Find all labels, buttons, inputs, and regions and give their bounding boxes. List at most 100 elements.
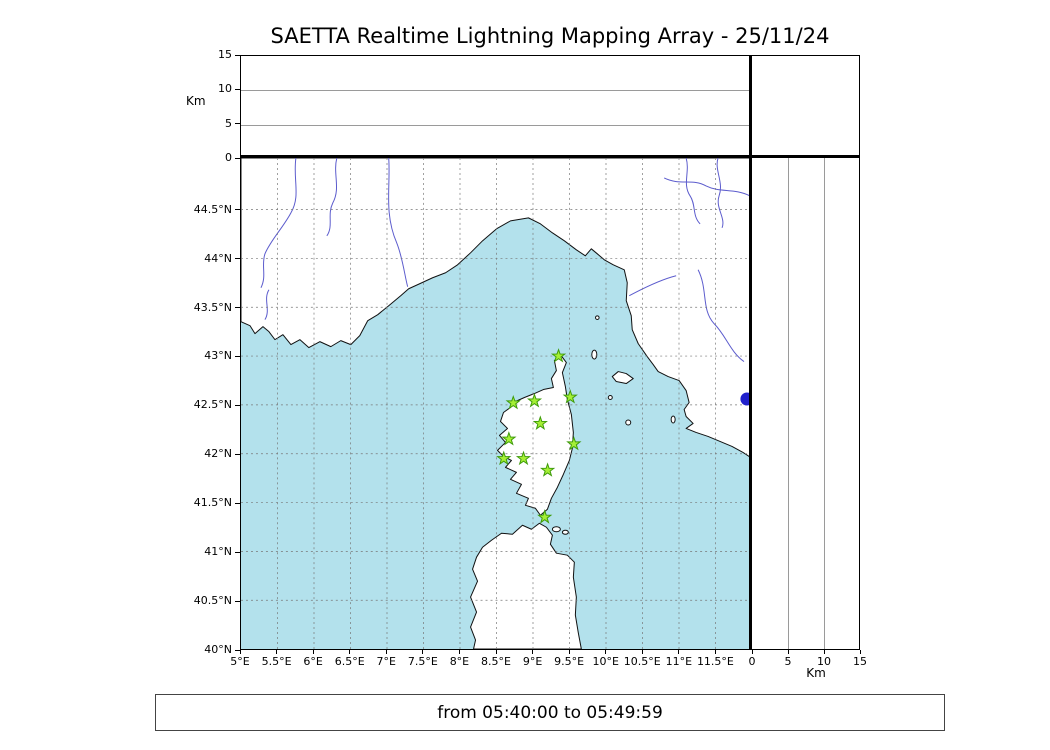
lon-tick-label: 10°E [592, 655, 619, 668]
km-tick [859, 650, 861, 654]
altitude-tick [235, 123, 240, 125]
lon-tick [568, 650, 570, 654]
lon-tick [532, 650, 534, 654]
river [663, 177, 751, 197]
island-pianosa [607, 395, 613, 401]
lat-tick-label: 41°N [204, 545, 232, 559]
page-title: SAETTA Realtime Lightning Mapping Array … [270, 24, 830, 48]
island-maddalena-2 [561, 529, 569, 535]
altitude-tick-label: 15 [218, 48, 232, 61]
map-panel [240, 158, 752, 650]
lon-tick [605, 650, 607, 654]
river [697, 269, 745, 362]
station-star-icon [539, 462, 556, 477]
lat-tick [235, 649, 240, 651]
lat-tick [235, 502, 240, 504]
station-star-icon [537, 509, 553, 524]
lon-tick-label: 5°E [230, 655, 250, 668]
lon-tick [385, 650, 387, 654]
thick-axis-vertical [749, 55, 752, 650]
lat-tick-label: 44.5°N [193, 202, 232, 216]
lat-tick [235, 307, 240, 309]
lon-tick [312, 650, 314, 654]
altitude-tick-label: 10 [218, 82, 232, 96]
lat-tick [235, 355, 240, 357]
lat-tick [235, 600, 240, 602]
lon-tick-label: 11.5°E [696, 655, 734, 668]
lat-tick-label: 40.5°N [193, 594, 232, 608]
station-star-icon [515, 450, 532, 466]
river [264, 289, 270, 320]
lat-tick [235, 453, 240, 455]
lon-tick [714, 650, 716, 654]
altitude-gridline-10km [824, 158, 825, 649]
altitude-longitude-panel [240, 55, 752, 158]
status-box: from 05:40:00 to 05:49:59 [155, 694, 945, 731]
lon-tick-label: 7.5°E [407, 655, 438, 668]
altitude-gridline-5km [788, 158, 789, 649]
km-tick [823, 650, 825, 654]
status-text: from 05:40:00 to 05:49:59 [437, 703, 663, 723]
mainland-coast [241, 158, 752, 459]
station-star-icon [496, 450, 512, 466]
km-tick-label: 10 [817, 655, 831, 668]
lon-tick [641, 650, 643, 654]
histogram-box [752, 55, 860, 158]
station-star-icon [566, 436, 582, 451]
lon-tick [422, 650, 424, 654]
altitude-axis-label: Km [186, 94, 206, 108]
lon-tick-label: 8°E [449, 655, 470, 668]
river [629, 275, 677, 297]
lat-tick [235, 404, 240, 406]
lon-tick [458, 650, 460, 654]
thick-axis-horizontal [240, 155, 860, 158]
island-gorgona [595, 315, 600, 320]
km-tick [751, 650, 753, 654]
island-maddalena [551, 526, 561, 533]
km-tick [787, 650, 789, 654]
lon-tick-label: 9.5°E [554, 655, 585, 668]
altitude-tick-label: 5 [225, 116, 232, 130]
island-capraia [591, 349, 598, 360]
km-tick-label: 5 [784, 655, 792, 668]
altitude-gridline-5km [241, 125, 752, 126]
altitude-tick [235, 157, 240, 159]
lon-tick-label: 5.5°E [261, 655, 292, 668]
lon-tick-label: 10.5°E [623, 655, 661, 668]
lat-tick-label: 43.5°N [193, 300, 232, 314]
lon-tick-label: 11°E [665, 655, 693, 668]
km-tick-label: 15 [853, 655, 867, 668]
station-star-icon [532, 415, 548, 430]
station-star-icon [505, 395, 521, 410]
river [685, 158, 701, 225]
lat-tick-label: 43°N [204, 349, 232, 363]
station-star-icon [526, 393, 543, 408]
river [388, 158, 409, 287]
lon-tick [276, 650, 278, 654]
station-markers [496, 348, 582, 524]
lon-tick [349, 650, 351, 654]
altitude-tick [235, 88, 240, 90]
altitude-gridline-10km [241, 90, 752, 91]
island-montecristo [625, 419, 632, 426]
lon-tick [239, 650, 241, 654]
lat-tick [235, 258, 240, 260]
right-axis-label: Km [806, 666, 826, 680]
lon-tick-label: 8.5°E [481, 655, 511, 668]
rivers [260, 158, 751, 362]
lon-tick-label: 6.5°E [334, 655, 365, 668]
km-tick-label: 0 [748, 655, 756, 668]
river [326, 158, 338, 237]
land [241, 158, 752, 649]
lat-tick-label: 44°N [204, 251, 232, 265]
map-canvas [241, 158, 752, 649]
lon-tick-label: 6°E [303, 655, 323, 668]
lat-tick [235, 209, 240, 211]
lat-tick-label: 40°N [204, 643, 232, 657]
island-elba [611, 371, 634, 385]
altitude-tick [235, 54, 240, 56]
lat-tick-label: 42°N [204, 447, 232, 461]
altitude-latitude-panel [752, 158, 860, 650]
island-giglio [670, 415, 676, 424]
